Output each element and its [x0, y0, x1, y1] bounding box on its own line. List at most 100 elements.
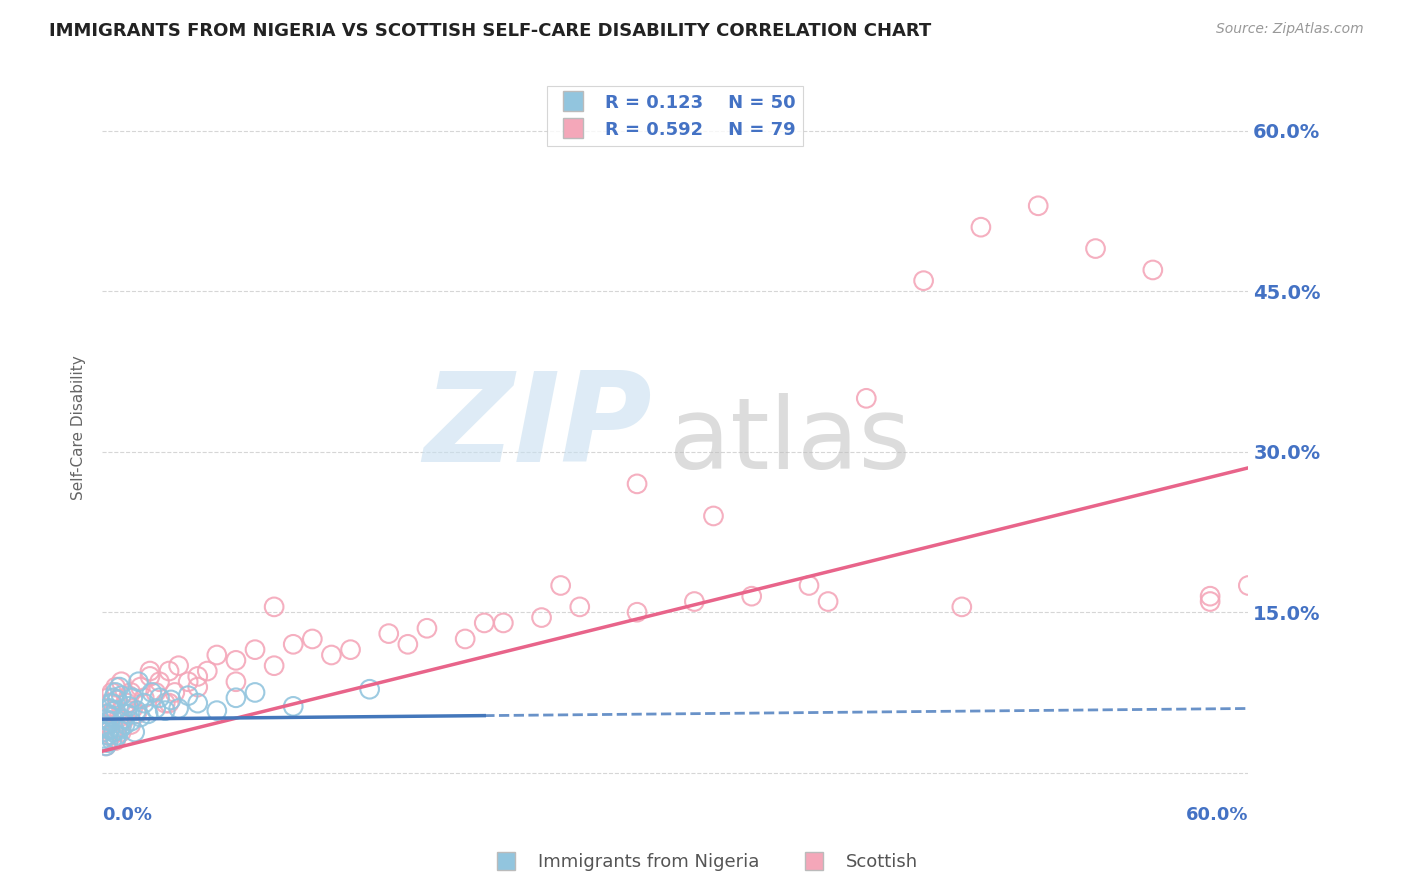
- Point: [155, 704, 177, 718]
- Point: [98, 701, 121, 715]
- Point: [1026, 199, 1049, 213]
- Point: [97, 736, 120, 750]
- Point: [107, 721, 129, 735]
- Point: [107, 693, 129, 707]
- Point: [94, 701, 117, 715]
- Point: [1199, 594, 1222, 608]
- Point: [100, 710, 122, 724]
- Point: [157, 696, 180, 710]
- Point: [155, 696, 177, 710]
- Point: [118, 689, 141, 703]
- Text: 0.0%: 0.0%: [103, 806, 152, 824]
- Point: [1199, 589, 1222, 603]
- Point: [125, 706, 148, 721]
- Point: [148, 690, 170, 705]
- Point: [97, 706, 120, 721]
- Point: [160, 693, 183, 707]
- Point: [167, 701, 190, 715]
- Point: [114, 717, 136, 731]
- Point: [98, 723, 121, 737]
- Point: [94, 712, 117, 726]
- Point: [195, 664, 218, 678]
- Point: [970, 220, 993, 235]
- Point: [107, 693, 129, 707]
- Point: [112, 714, 135, 729]
- Point: [134, 696, 156, 710]
- Point: [103, 723, 125, 737]
- Point: [108, 723, 131, 737]
- Point: [321, 648, 343, 662]
- Point: [120, 714, 142, 729]
- Point: [568, 599, 591, 614]
- Point: [107, 728, 129, 742]
- Point: [103, 704, 125, 718]
- Point: [243, 642, 266, 657]
- Text: 60.0%: 60.0%: [1185, 806, 1249, 824]
- Point: [94, 721, 117, 735]
- Point: [139, 669, 162, 683]
- Point: [97, 728, 120, 742]
- Point: [283, 637, 305, 651]
- Point: [98, 723, 121, 737]
- Point: [139, 664, 162, 678]
- Point: [359, 682, 381, 697]
- Point: [103, 690, 125, 705]
- Point: [93, 731, 115, 746]
- Point: [550, 578, 572, 592]
- Point: [108, 710, 131, 724]
- Point: [187, 669, 209, 683]
- Point: [129, 710, 152, 724]
- Point: [103, 725, 125, 739]
- Point: [797, 578, 820, 592]
- Point: [108, 680, 131, 694]
- Point: [104, 685, 127, 699]
- Point: [134, 690, 156, 705]
- Point: [141, 685, 163, 699]
- Point: [205, 648, 228, 662]
- Point: [454, 632, 477, 646]
- Point: [163, 685, 186, 699]
- Point: [145, 685, 167, 699]
- Point: [817, 594, 839, 608]
- Point: [225, 690, 247, 705]
- Point: [377, 626, 399, 640]
- Point: [100, 728, 122, 742]
- Point: [157, 664, 180, 678]
- Y-axis label: Self-Care Disability: Self-Care Disability: [72, 355, 86, 500]
- Point: [115, 696, 138, 710]
- Point: [1142, 263, 1164, 277]
- Point: [114, 706, 136, 721]
- Point: [263, 599, 285, 614]
- Point: [396, 637, 419, 651]
- Point: [110, 725, 132, 739]
- Point: [97, 728, 120, 742]
- Point: [100, 685, 122, 699]
- Point: [104, 733, 127, 747]
- Point: [339, 642, 361, 657]
- Point: [416, 621, 439, 635]
- Legend: R = 0.123    N = 50, R = 0.592    N = 79: R = 0.123 N = 50, R = 0.592 N = 79: [547, 87, 803, 146]
- Point: [472, 615, 495, 630]
- Point: [1084, 242, 1107, 256]
- Point: [1237, 578, 1260, 592]
- Point: [530, 610, 553, 624]
- Point: [98, 714, 121, 729]
- Point: [110, 721, 132, 735]
- Point: [100, 733, 122, 747]
- Point: [120, 685, 142, 699]
- Point: [112, 712, 135, 726]
- Point: [177, 674, 200, 689]
- Point: [626, 605, 648, 619]
- Point: [121, 690, 143, 705]
- Point: [136, 706, 159, 721]
- Point: [97, 690, 120, 705]
- Point: [128, 674, 150, 689]
- Point: [187, 680, 209, 694]
- Point: [492, 615, 515, 630]
- Point: [626, 476, 648, 491]
- Point: [104, 680, 127, 694]
- Point: [167, 658, 190, 673]
- Point: [115, 706, 138, 721]
- Point: [93, 725, 115, 739]
- Point: [243, 685, 266, 699]
